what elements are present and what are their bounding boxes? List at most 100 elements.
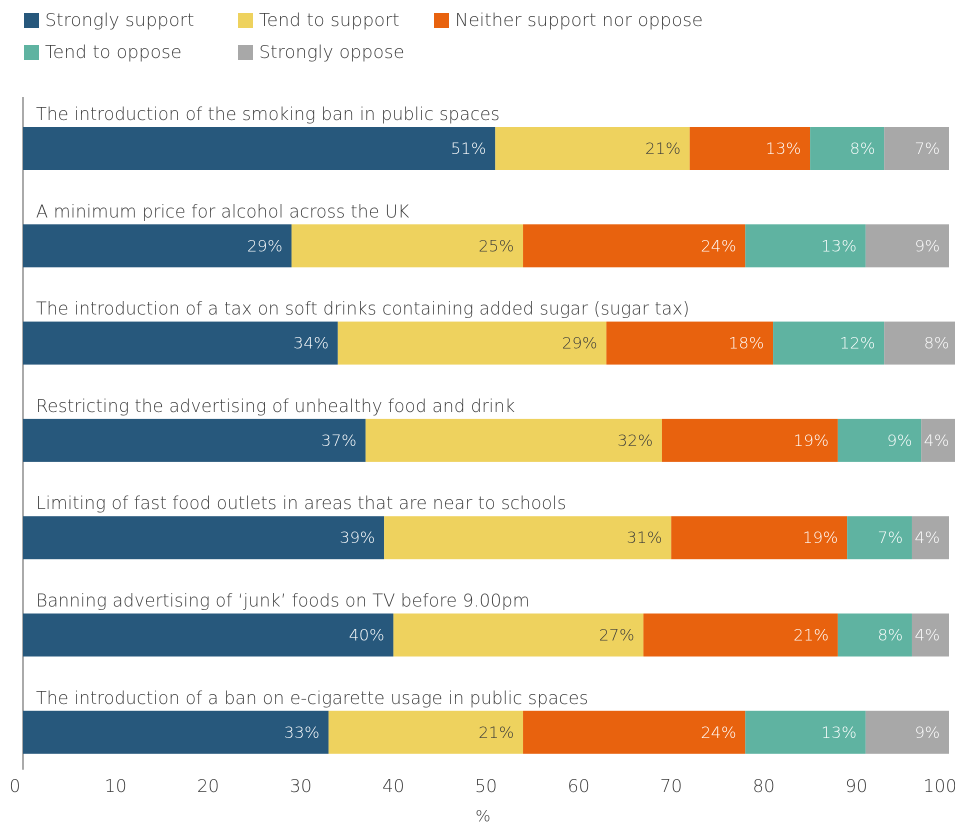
x-tick-label: 20	[197, 777, 219, 797]
bar-segment	[393, 613, 644, 657]
data-label: 29%	[562, 334, 598, 353]
category-label: A minimum price for alcohol across the U…	[36, 202, 410, 222]
bar-segment	[884, 127, 949, 170]
legend-item: Tend to support	[238, 10, 399, 31]
legend-swatch	[238, 13, 253, 28]
data-label: 29%	[247, 236, 283, 255]
x-tick-label: 50	[475, 777, 497, 797]
bar-segment	[689, 127, 811, 170]
legend-item: Strongly oppose	[238, 42, 404, 63]
data-label: 9%	[915, 723, 940, 742]
legend-swatch	[24, 13, 39, 28]
legend-label: Tend to support	[259, 10, 400, 31]
legend-swatch	[24, 45, 39, 60]
bar-segment	[661, 418, 838, 462]
data-label: 7%	[915, 139, 940, 158]
bar-segment	[643, 613, 838, 657]
bar-segment	[773, 321, 885, 365]
data-label: 27%	[599, 626, 635, 645]
data-label: 40%	[349, 626, 385, 645]
data-label: 31%	[627, 528, 663, 547]
bar-segment	[523, 710, 746, 754]
bar-segment	[884, 321, 955, 365]
data-label: 4%	[915, 528, 940, 547]
data-label: 19%	[803, 528, 839, 547]
data-label: 13%	[821, 236, 857, 255]
category-label: The introduction of a ban on e-cigarette…	[36, 689, 588, 709]
data-label: 24%	[701, 236, 737, 255]
bar-segment	[384, 516, 672, 560]
legend: Strongly support Tend to support Neither s…	[24, 6, 944, 70]
bar-segment	[23, 418, 366, 462]
bar-segment	[23, 127, 496, 170]
x-tick-label: 30	[290, 777, 312, 797]
legend-label: Tend to oppose	[45, 42, 182, 63]
bar-segment	[291, 224, 524, 268]
bar-segment	[495, 127, 690, 170]
data-label: 4%	[924, 431, 949, 450]
category-label: The introduction of the smoking ban in p…	[36, 105, 500, 125]
legend-label: Neither support nor oppose	[455, 10, 703, 31]
data-label: 39%	[340, 528, 376, 547]
x-tick-label: 80	[753, 777, 775, 797]
bar-segment	[810, 127, 885, 170]
bar-segment	[671, 516, 848, 560]
data-label: 9%	[887, 431, 912, 450]
data-label: 12%	[840, 334, 876, 353]
bar-segment	[745, 710, 866, 754]
bar-segment	[745, 224, 866, 268]
data-label: 21%	[793, 626, 829, 645]
legend-swatch	[238, 45, 253, 60]
bar-segment	[911, 613, 949, 657]
data-label: 7%	[878, 528, 903, 547]
data-label: 24%	[701, 723, 737, 742]
data-label: 33%	[284, 723, 320, 742]
data-label: 21%	[478, 723, 514, 742]
bar-segment	[23, 613, 394, 657]
bar-segment	[865, 224, 949, 268]
category-label: Banning advertising of ‘junk’ foods on T…	[36, 592, 530, 612]
category-label: Limiting of fast food outlets in areas t…	[36, 494, 566, 514]
data-label: 13%	[766, 139, 802, 158]
bar-segment	[23, 224, 292, 268]
data-label: 8%	[850, 139, 875, 158]
data-label: 9%	[915, 236, 940, 255]
data-label: 34%	[293, 334, 329, 353]
data-label: 51%	[451, 139, 487, 158]
bar-segment	[837, 613, 912, 657]
data-label: 37%	[321, 431, 357, 450]
x-tick-label: 70	[660, 777, 682, 797]
data-label: 13%	[821, 723, 857, 742]
category-label: The introduction of a tax on soft drinks…	[36, 300, 689, 320]
bar-segment	[328, 710, 524, 754]
bar-segment	[523, 224, 746, 268]
bar-segment	[23, 321, 338, 365]
legend-label: Strongly support	[45, 10, 195, 31]
x-tick-label: 60	[567, 777, 589, 797]
data-label: 21%	[645, 139, 681, 158]
legend-item: Tend to oppose	[24, 42, 182, 63]
bar-segment	[23, 516, 385, 560]
data-label: 32%	[617, 431, 653, 450]
data-label: 19%	[793, 431, 829, 450]
x-tick-label: 0	[9, 777, 20, 797]
data-label: 8%	[924, 334, 949, 353]
legend-swatch	[434, 13, 449, 28]
bar-segment	[837, 418, 922, 462]
x-tick-label: 100	[923, 777, 955, 797]
bar-segment	[606, 321, 774, 365]
data-label: 25%	[478, 236, 514, 255]
legend-label: Strongly oppose	[259, 42, 405, 63]
x-tick-label: 10	[104, 777, 126, 797]
x-axis-label: %	[475, 807, 490, 826]
bar-segment	[365, 418, 662, 462]
data-label: 8%	[878, 626, 903, 645]
bar-segment	[23, 710, 329, 754]
category-label: Restricting the advertising of unhealthy…	[36, 397, 515, 417]
data-label: 18%	[728, 334, 764, 353]
legend-item: Neither support nor oppose	[434, 10, 703, 31]
legend-item: Strongly support	[24, 10, 194, 31]
x-tick-label: 40	[382, 777, 404, 797]
bar-segment	[921, 418, 955, 462]
